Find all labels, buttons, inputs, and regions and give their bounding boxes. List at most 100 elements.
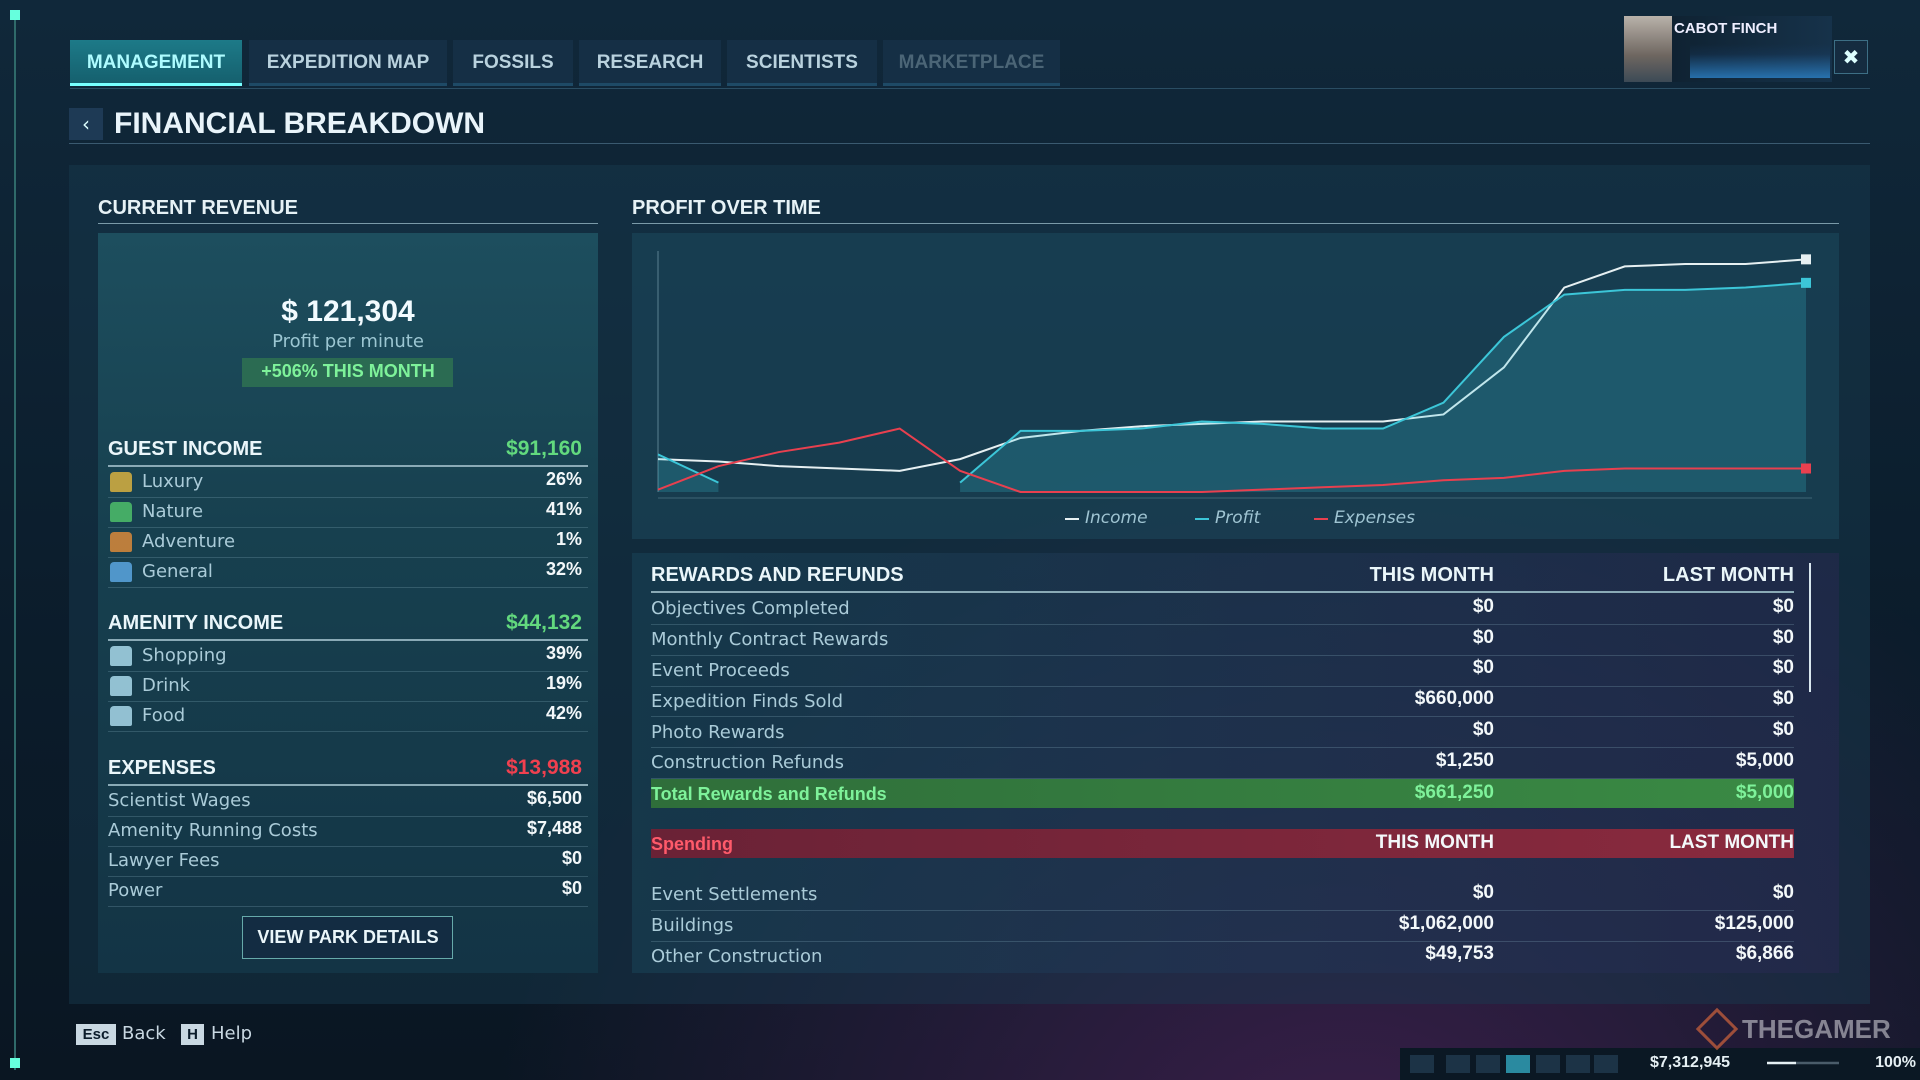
profit-area	[658, 282, 1806, 492]
total-label: Total Rewards and Refunds	[651, 784, 887, 805]
back-button[interactable]: ‹	[69, 108, 103, 140]
status-button[interactable]	[1594, 1055, 1618, 1073]
profit-per-minute: $ 121,304	[281, 295, 415, 328]
tab-label[interactable]: MARKETPLACE	[898, 51, 1045, 73]
row-value: 41%	[545, 499, 582, 520]
column-header: THIS MONTH	[1369, 564, 1494, 586]
row-icon	[110, 472, 132, 492]
row-rule	[651, 747, 1794, 749]
row-icon	[110, 676, 132, 696]
park-money: $7,312,945	[1650, 1053, 1731, 1071]
row-value: 19%	[545, 673, 582, 694]
legend-swatch	[1065, 518, 1079, 520]
row-rule	[108, 876, 588, 877]
tab[interactable]	[579, 40, 721, 86]
tab-label[interactable]: EXPEDITION MAP	[266, 51, 430, 73]
park-button[interactable]	[242, 916, 453, 959]
tab[interactable]	[727, 40, 877, 86]
status-button[interactable]	[1566, 1055, 1590, 1073]
row-rule	[651, 624, 1794, 625]
tab-label[interactable]: SCIENTISTS	[746, 51, 858, 73]
heading-rule	[108, 784, 588, 786]
row-icon	[110, 532, 132, 552]
end-marker	[1801, 254, 1811, 265]
row-value: $0	[1472, 718, 1494, 740]
key-cap	[181, 1024, 204, 1045]
tab-label[interactable]: MANAGEMENT	[86, 51, 226, 73]
status-button[interactable]	[1536, 1055, 1560, 1073]
column-header: LAST MONTH	[1669, 831, 1794, 853]
page-title: FINANCIAL BREAKDOWN	[114, 107, 486, 140]
title-rule	[98, 223, 598, 224]
status-button[interactable]	[1506, 1055, 1530, 1073]
tab[interactable]	[453, 40, 573, 86]
close-button[interactable]: ✖	[1834, 40, 1868, 74]
tab-label[interactable]: FOSSILS	[472, 51, 554, 73]
change-label: +506% THIS MONTH	[261, 361, 435, 382]
total-bar	[651, 779, 1794, 808]
row-rule	[108, 731, 588, 732]
legend-label: Expenses	[1334, 508, 1415, 529]
revenue-card	[98, 233, 598, 973]
row-rule	[108, 527, 588, 528]
heading-rule	[108, 465, 588, 467]
row-value: $0	[1772, 626, 1794, 648]
key-text: Esc	[82, 1025, 110, 1043]
tab[interactable]	[70, 40, 242, 86]
park-button-label[interactable]: VIEW PARK DETAILS	[257, 927, 439, 948]
row-value: $5,000	[1735, 749, 1794, 771]
series-line	[657, 281, 1807, 484]
row-value: $0	[1772, 718, 1794, 740]
tab[interactable]	[883, 40, 1060, 86]
tab-underline	[70, 88, 1870, 89]
status-button[interactable]	[1476, 1055, 1500, 1073]
row-rule	[108, 816, 588, 817]
column-header: LAST MONTH	[1662, 564, 1794, 586]
row-label: Photo Rewards	[651, 721, 785, 743]
row-label: Scientist Wages	[108, 790, 251, 812]
row-value: $0	[561, 848, 582, 869]
row-value: $0	[1472, 881, 1494, 903]
row-label: Buildings	[651, 915, 734, 937]
row-rule	[108, 497, 588, 498]
row-label: General	[142, 561, 213, 583]
waveform	[1690, 44, 1830, 78]
row-rule	[108, 846, 588, 847]
status-button[interactable]	[1446, 1055, 1470, 1073]
side-rail	[14, 10, 16, 1070]
side-marker	[10, 10, 20, 20]
scrollbar[interactable]	[1809, 563, 1811, 692]
row-rule	[651, 716, 1794, 718]
row-rule	[108, 701, 588, 702]
row-label: Nature	[142, 501, 204, 523]
row-value: 39%	[545, 643, 582, 664]
row-icon	[110, 706, 132, 726]
row-label: Event Settlements	[651, 884, 818, 906]
row-value: 1%	[555, 529, 582, 550]
legend-swatch	[1195, 518, 1209, 520]
tab[interactable]	[249, 40, 447, 86]
rewards-card-bg	[632, 553, 1839, 973]
row-label: Monthly Contract Rewards	[651, 629, 889, 651]
row-rule	[108, 906, 588, 907]
status-button[interactable]	[1410, 1055, 1434, 1073]
section-total: $13,988	[506, 756, 582, 780]
section-heading: GUEST INCOME	[108, 438, 263, 460]
legend-swatch	[1314, 518, 1328, 520]
row-value: $0	[1772, 595, 1794, 617]
key-cap	[76, 1024, 116, 1045]
key-label[interactable]: Help	[211, 1023, 253, 1045]
total-value: $661,250	[1414, 781, 1494, 803]
avatar	[1624, 16, 1672, 82]
series-line	[657, 427, 1806, 493]
row-label: Luxury	[142, 471, 204, 493]
key-label[interactable]: Back	[122, 1023, 166, 1045]
row-value: $6,866	[1735, 943, 1794, 964]
row-label: Lawyer Fees	[108, 850, 220, 872]
change-badge	[242, 358, 453, 387]
row-rule	[651, 778, 1794, 779]
row-rule	[108, 587, 588, 588]
tab-label[interactable]: RESEARCH	[596, 51, 704, 73]
row-label: Adventure	[142, 531, 236, 553]
